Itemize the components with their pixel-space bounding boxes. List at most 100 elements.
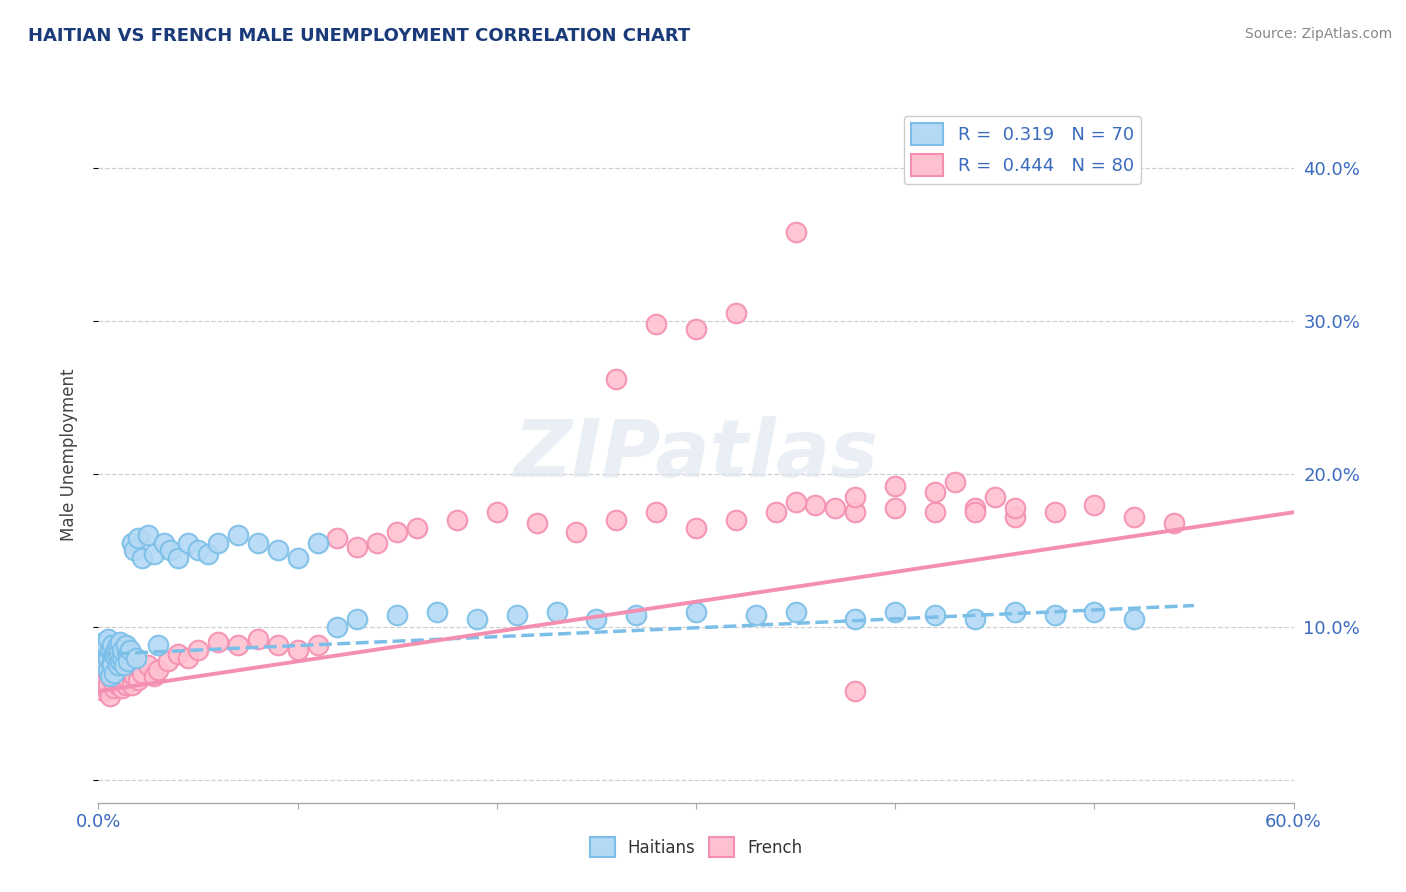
Point bbox=[115, 638, 138, 652]
Point bbox=[111, 650, 134, 665]
Point bbox=[1004, 605, 1026, 619]
Point bbox=[117, 673, 139, 688]
Point bbox=[307, 536, 329, 550]
Point bbox=[120, 665, 142, 680]
Point bbox=[406, 520, 429, 534]
Point bbox=[485, 505, 508, 519]
Point bbox=[177, 650, 200, 665]
Point bbox=[207, 536, 229, 550]
Point bbox=[103, 669, 125, 683]
Point bbox=[97, 632, 120, 647]
Point bbox=[724, 513, 747, 527]
Point bbox=[136, 658, 159, 673]
Point bbox=[101, 654, 124, 668]
Point bbox=[585, 612, 607, 626]
Text: HAITIAN VS FRENCH MALE UNEMPLOYMENT CORRELATION CHART: HAITIAN VS FRENCH MALE UNEMPLOYMENT CORR… bbox=[28, 27, 690, 45]
Point bbox=[117, 648, 139, 662]
Text: ZIPatlas: ZIPatlas bbox=[513, 416, 879, 494]
Point bbox=[103, 665, 125, 680]
Point bbox=[824, 500, 846, 515]
Point bbox=[96, 681, 118, 695]
Point bbox=[148, 663, 170, 677]
Point bbox=[143, 669, 166, 683]
Point bbox=[645, 505, 668, 519]
Point bbox=[685, 520, 707, 534]
Point bbox=[91, 678, 114, 692]
Point bbox=[963, 505, 986, 519]
Point bbox=[93, 684, 115, 698]
Point bbox=[307, 638, 329, 652]
Point bbox=[127, 673, 149, 688]
Point bbox=[785, 605, 807, 619]
Point bbox=[844, 684, 866, 698]
Point bbox=[804, 498, 827, 512]
Point bbox=[745, 607, 768, 622]
Text: Source: ZipAtlas.com: Source: ZipAtlas.com bbox=[1244, 27, 1392, 41]
Point bbox=[1163, 516, 1185, 530]
Point bbox=[101, 638, 124, 652]
Point bbox=[385, 525, 409, 540]
Point bbox=[117, 654, 139, 668]
Point bbox=[1083, 498, 1105, 512]
Point bbox=[110, 654, 132, 668]
Point bbox=[426, 605, 449, 619]
Point bbox=[1083, 605, 1105, 619]
Point bbox=[724, 306, 747, 320]
Point bbox=[246, 536, 269, 550]
Point bbox=[101, 663, 124, 677]
Point bbox=[148, 638, 170, 652]
Point bbox=[187, 643, 209, 657]
Point bbox=[287, 551, 309, 566]
Point bbox=[963, 612, 986, 626]
Point bbox=[685, 322, 707, 336]
Point bbox=[105, 643, 128, 657]
Point bbox=[97, 663, 120, 677]
Point bbox=[167, 551, 190, 566]
Point bbox=[546, 605, 568, 619]
Point bbox=[125, 650, 148, 665]
Point bbox=[1123, 612, 1146, 626]
Point bbox=[346, 612, 368, 626]
Point bbox=[93, 669, 115, 683]
Point bbox=[844, 490, 866, 504]
Point bbox=[105, 650, 128, 665]
Legend: Haitians, French: Haitians, French bbox=[583, 830, 808, 864]
Point bbox=[100, 669, 122, 683]
Point bbox=[226, 638, 249, 652]
Point bbox=[89, 643, 111, 657]
Point bbox=[605, 372, 627, 386]
Point bbox=[465, 612, 488, 626]
Point bbox=[177, 536, 200, 550]
Point bbox=[626, 607, 648, 622]
Point bbox=[267, 638, 290, 652]
Point bbox=[97, 665, 120, 680]
Point bbox=[785, 226, 807, 240]
Point bbox=[100, 643, 122, 657]
Point bbox=[159, 543, 181, 558]
Point bbox=[97, 650, 120, 665]
Point bbox=[446, 513, 468, 527]
Point bbox=[131, 665, 153, 680]
Point bbox=[246, 632, 269, 647]
Point bbox=[101, 673, 124, 688]
Point bbox=[112, 669, 135, 683]
Point bbox=[100, 669, 122, 683]
Point bbox=[103, 648, 125, 662]
Point bbox=[1123, 509, 1146, 524]
Point bbox=[89, 673, 111, 688]
Point bbox=[924, 505, 946, 519]
Y-axis label: Male Unemployment: Male Unemployment bbox=[59, 368, 77, 541]
Point bbox=[526, 516, 548, 530]
Point bbox=[1004, 500, 1026, 515]
Point bbox=[884, 605, 907, 619]
Point bbox=[287, 643, 309, 657]
Point bbox=[93, 635, 115, 649]
Point bbox=[96, 658, 118, 673]
Point bbox=[103, 681, 125, 695]
Point bbox=[267, 543, 290, 558]
Point bbox=[226, 528, 249, 542]
Point bbox=[685, 605, 707, 619]
Point bbox=[121, 678, 143, 692]
Point bbox=[1004, 509, 1026, 524]
Point bbox=[124, 669, 146, 683]
